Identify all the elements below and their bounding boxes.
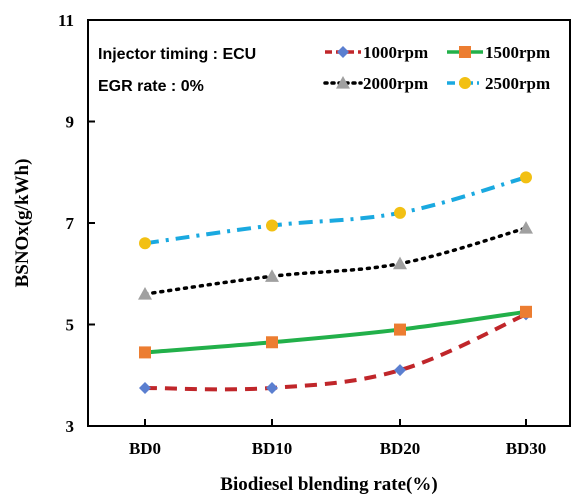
data-point-1000rpm [139,381,151,394]
plot-area [87,19,571,427]
x-tick-label: BD30 [506,439,547,458]
annotation-egr-rate: EGR rate : 0% [98,78,204,95]
y-tick-label: 9 [66,113,75,132]
legend: 1000rpm 1500rpm 2000rpm 2500rpm [323,43,550,93]
data-point-1500rpm [520,305,532,318]
x-tick-label: BD20 [380,439,421,458]
data-point-2000rpm [393,256,407,270]
series-line-1000rpm [144,312,527,392]
x-tick-label: BD0 [129,439,161,458]
data-point-1000rpm [394,364,406,377]
data-point-2500rpm [139,237,151,250]
data-point-2500rpm [394,206,406,219]
x-tick-label: BD10 [252,439,293,458]
legend-marker-2500rpm [459,77,471,89]
data-point-2000rpm [265,269,279,282]
series-line-2500rpm [144,175,527,246]
legend-marker-1500rpm [459,46,471,58]
data-point-2500rpm [266,219,278,232]
legend-label-1500rpm: 1500rpm [485,43,550,62]
annotation-injector-timing: Injector timing : ECU [98,46,256,63]
legend-label-1000rpm: 1000rpm [363,43,428,62]
legend-label-2000rpm: 2000rpm [363,74,428,93]
data-point-1500rpm [266,336,278,349]
x-axis-label: Biodiesel blending rate(%) [220,474,437,495]
legend-marker-2000rpm [336,76,350,89]
data-point-1000rpm [266,381,278,394]
data-point-1500rpm [139,346,151,359]
legend-marker-1000rpm [337,46,349,58]
y-tick-label: 11 [58,11,74,30]
data-point-2000rpm [519,221,533,234]
data-point-2000rpm [138,287,152,300]
series-line-1500rpm [144,309,527,355]
data-point-1500rpm [394,323,406,336]
data-point-2500rpm [520,171,532,184]
legend-label-2500rpm: 2500rpm [485,74,550,93]
y-tick-label: 7 [66,214,75,233]
y-tick-label: 3 [66,417,75,436]
y-tick-label: 5 [66,316,75,335]
series-line-2000rpm [143,226,528,296]
y-axis-label: BSNOx(g/kWh) [12,159,33,288]
